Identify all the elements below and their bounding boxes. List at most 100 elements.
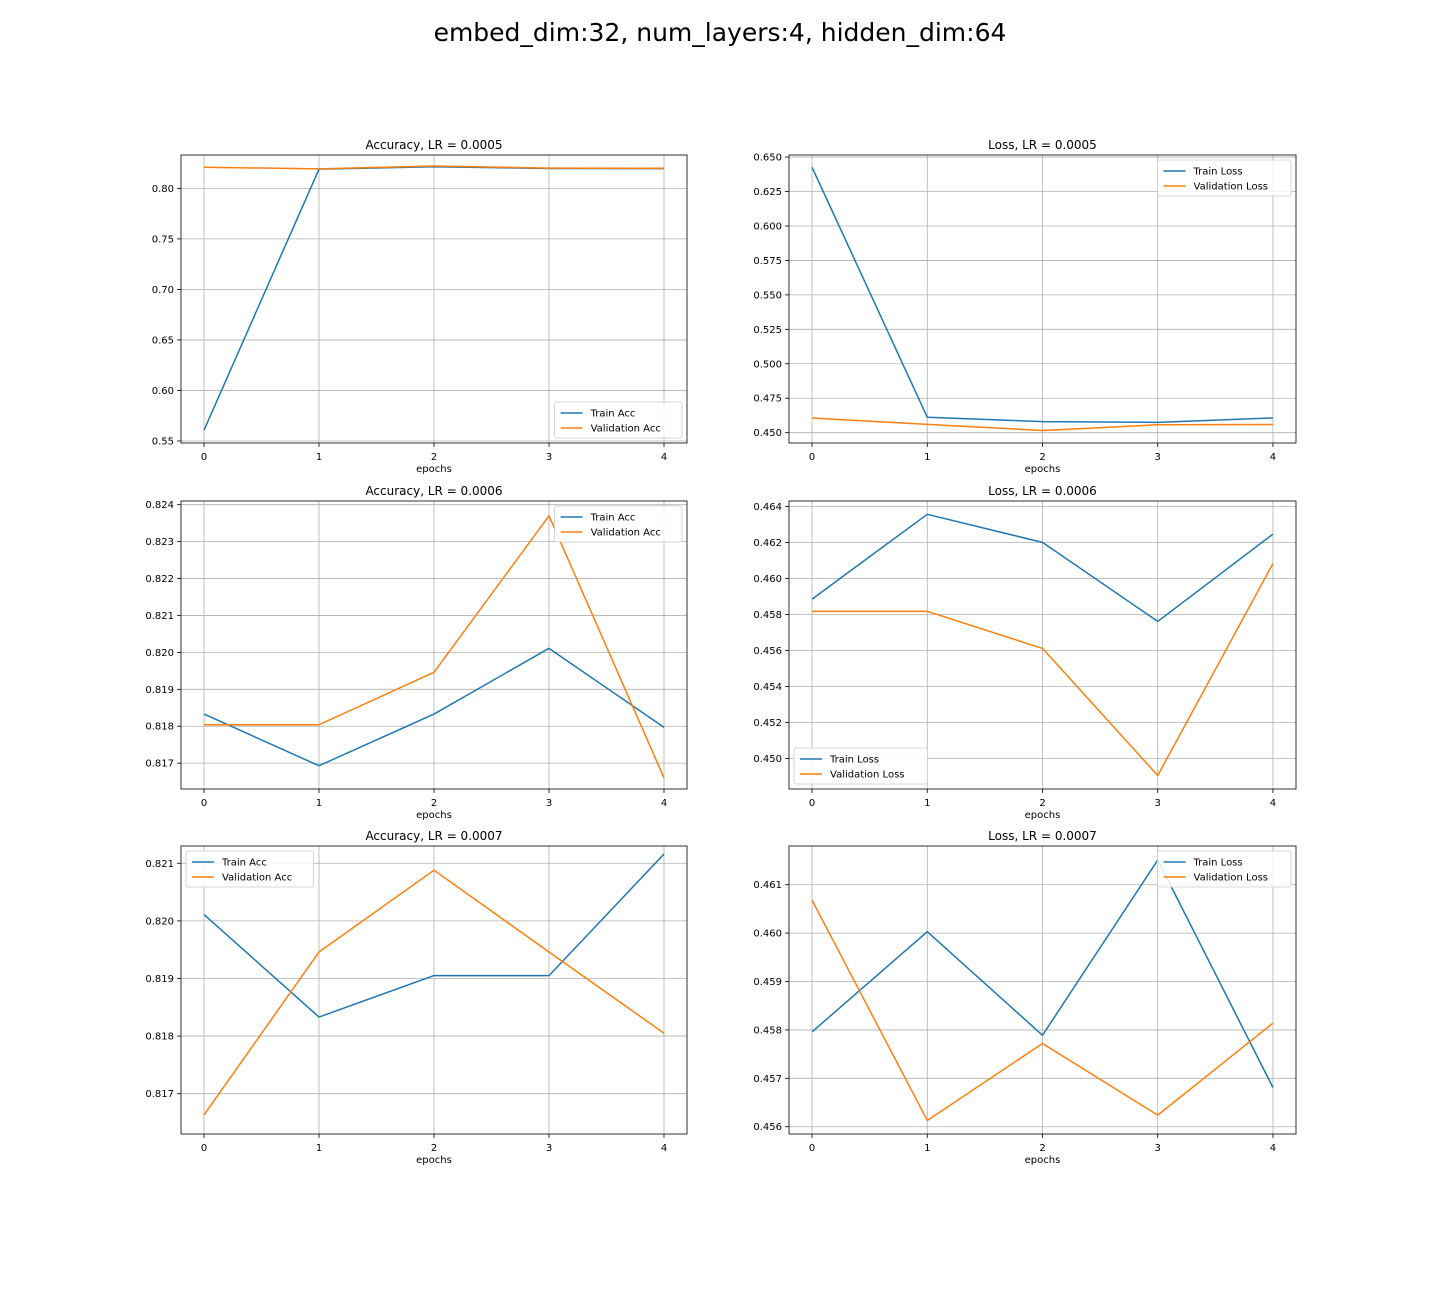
x-tick-label: 3 <box>546 798 552 809</box>
x-tick-label: 1 <box>316 798 322 809</box>
x-tick-label: 3 <box>546 1143 552 1154</box>
legend-label: Validation Acc <box>591 528 661 539</box>
subplot-title: Accuracy, LR = 0.0005 <box>365 138 502 152</box>
x-tick-label: 2 <box>1039 798 1045 809</box>
legend: Train Acc Validation Acc <box>554 505 683 543</box>
y-tick-label: 0.458 <box>753 1025 782 1036</box>
series-line-train <box>811 859 1274 1088</box>
x-tick-label: 1 <box>924 452 930 463</box>
legend-label: Train Loss <box>829 755 879 766</box>
x-tick-label: 2 <box>431 798 437 809</box>
legend-label: Train Loss <box>1193 167 1243 178</box>
y-tick-label: 0.823 <box>145 537 174 548</box>
x-axis-label: epochs <box>416 810 452 821</box>
x-tick-label: 2 <box>1039 1143 1045 1154</box>
legend-box <box>554 401 683 439</box>
legend-label: Validation Acc <box>591 424 661 435</box>
subplot-title: Accuracy, LR = 0.0006 <box>365 484 502 498</box>
x-tick-label: 2 <box>1039 452 1045 463</box>
series-line-validation <box>203 165 665 170</box>
x-tick-label: 1 <box>924 1143 930 1154</box>
y-tick-label: 0.459 <box>753 977 782 988</box>
legend-box <box>554 505 683 543</box>
y-tick-label: 0.452 <box>753 718 782 729</box>
y-tick-label: 0.464 <box>753 502 782 513</box>
legend-label: Train Acc <box>590 409 636 420</box>
y-tick-label: 0.458 <box>753 610 782 621</box>
legend-label: Train Loss <box>1193 858 1243 869</box>
y-tick-label: 0.819 <box>145 974 174 985</box>
x-axis-label: epochs <box>416 1155 452 1166</box>
x-tick-label: 3 <box>1155 1143 1161 1154</box>
y-tick-label: 0.461 <box>753 880 782 891</box>
legend: Train Acc Validation Acc <box>185 850 314 888</box>
legend: Train Loss Validation Loss <box>1157 159 1292 197</box>
series-line-validation <box>204 515 665 779</box>
legend-box <box>185 850 314 888</box>
y-tick-label: 0.450 <box>753 754 782 765</box>
series-line-train <box>811 166 1273 424</box>
y-tick-label: 0.460 <box>753 929 782 940</box>
y-tick-label: 0.820 <box>145 916 174 927</box>
y-tick-label: 0.817 <box>145 759 174 770</box>
subplot-3: 0 1 2 3 4 0.817 0.818 0.819 0.820 0.821 0.822 0.823… <box>145 484 688 821</box>
x-tick-label: 0 <box>201 1143 207 1154</box>
legend-box <box>1157 159 1292 197</box>
figure-title: embed_dim:32, num_layers:4, hidden_dim:6… <box>433 18 1007 47</box>
subplot-4: 0 1 2 3 4 0.450 0.452 0.454 0.456 0.458 0.460 0.462… <box>753 484 1297 821</box>
y-tick-label: 0.625 <box>753 187 782 198</box>
y-tick-label: 0.60 <box>152 386 174 397</box>
y-tick-label: 0.456 <box>753 1122 782 1133</box>
legend-label: Train Acc <box>221 858 267 869</box>
y-tick-label: 0.454 <box>753 682 782 693</box>
x-tick-label: 4 <box>1270 798 1276 809</box>
y-tick-label: 0.822 <box>145 574 174 585</box>
legend: Train Loss Validation Loss <box>1157 850 1292 888</box>
series-line-train <box>203 853 665 1018</box>
series-line-train <box>203 647 665 767</box>
y-tick-label: 0.824 <box>145 500 174 511</box>
x-axis-label: epochs <box>1025 464 1061 475</box>
x-tick-label: 0 <box>201 452 207 463</box>
y-tick-label: 0.55 <box>152 436 174 447</box>
legend-label: Train Acc <box>590 513 636 524</box>
series-line-validation <box>811 899 1274 1122</box>
subplot-title: Accuracy, LR = 0.0007 <box>365 829 502 843</box>
x-axis-label: epochs <box>1025 1155 1061 1166</box>
x-tick-label: 3 <box>546 452 552 463</box>
x-tick-label: 1 <box>316 452 322 463</box>
y-tick-label: 0.462 <box>753 538 782 549</box>
subplot-title: Loss, LR = 0.0005 <box>988 138 1097 152</box>
legend-label: Validation Loss <box>830 770 905 781</box>
x-tick-label: 1 <box>316 1143 322 1154</box>
series-line-validation <box>812 563 1274 777</box>
y-tick-label: 0.457 <box>753 1074 782 1085</box>
y-tick-label: 0.460 <box>753 574 782 585</box>
legend: Train Loss Validation Loss <box>793 747 928 785</box>
x-tick-label: 0 <box>201 798 207 809</box>
legend: Train Acc Validation Acc <box>554 401 683 439</box>
y-tick-label: 0.818 <box>145 1032 174 1043</box>
y-tick-label: 0.475 <box>753 394 782 405</box>
x-tick-label: 4 <box>661 1143 667 1154</box>
x-tick-label: 1 <box>924 798 930 809</box>
legend-label: Validation Acc <box>222 873 292 884</box>
y-tick-label: 0.650 <box>753 153 782 164</box>
series-line-validation <box>812 417 1273 432</box>
x-tick-label: 4 <box>661 798 667 809</box>
legend-box <box>793 747 928 785</box>
y-tick-label: 0.65 <box>152 335 174 346</box>
legend-box <box>1157 850 1292 888</box>
x-tick-label: 3 <box>1155 452 1161 463</box>
subplot-6: 0 1 2 3 4 0.456 0.457 0.458 0.459 0.460 0.461 Loss,… <box>753 829 1297 1166</box>
y-tick-label: 0.820 <box>145 648 174 659</box>
x-tick-label: 0 <box>809 1143 815 1154</box>
y-tick-label: 0.550 <box>753 290 782 301</box>
x-tick-label: 4 <box>661 452 667 463</box>
y-tick-label: 0.575 <box>753 256 782 267</box>
y-tick-label: 0.821 <box>145 611 174 622</box>
subplot-5: 0 1 2 3 4 0.817 0.818 0.819 0.820 0.821 Accuracy, … <box>145 829 688 1166</box>
y-tick-label: 0.821 <box>145 859 174 870</box>
y-tick-label: 0.525 <box>753 325 782 336</box>
